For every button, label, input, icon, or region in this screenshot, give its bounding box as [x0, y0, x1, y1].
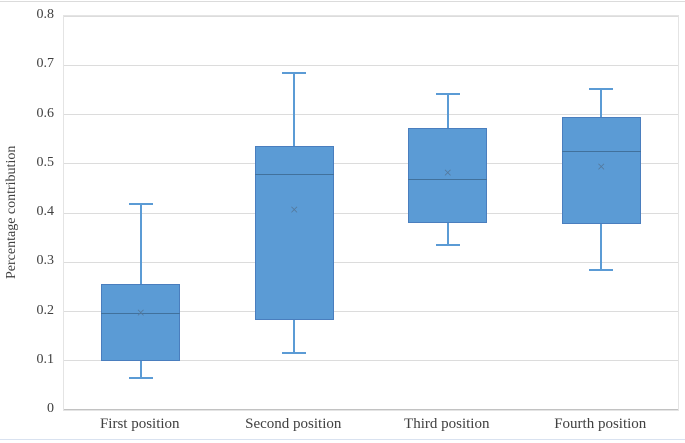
gridline	[64, 261, 678, 263]
whisker-cap-lower	[589, 268, 614, 271]
whisker-upper	[600, 88, 603, 117]
median-line	[101, 312, 181, 315]
y-tick-label: 0.2	[36, 302, 55, 318]
whisker-cap-lower	[282, 352, 307, 355]
whisker-lower	[446, 223, 449, 245]
whisker-lower	[600, 223, 603, 270]
whisker-lower	[293, 319, 296, 354]
whisker-cap-lower	[435, 244, 460, 246]
mean-marker: ×	[290, 202, 299, 219]
x-axis-label: Third position	[404, 416, 490, 432]
whisker-cap-lower	[128, 376, 153, 379]
whisker-cap-upper	[282, 71, 307, 74]
y-tick-label: 0.1	[36, 351, 55, 367]
y-tick-label: 0.5	[36, 154, 55, 170]
box-group: ×	[64, 16, 678, 410]
x-axis-label: Fourth position	[554, 416, 647, 432]
mean-marker: ×	[136, 305, 145, 322]
whisker-cap-upper	[435, 92, 460, 95]
box	[101, 284, 181, 361]
gridline	[64, 114, 678, 115]
x-axis-label: First position	[99, 416, 180, 432]
whisker-cap-upper	[589, 87, 614, 90]
whisker-lower	[139, 360, 142, 378]
figure-top-border	[0, 1, 685, 2]
gridline	[64, 64, 678, 66]
y-tick-label: 0.8	[36, 7, 55, 22]
whisker-cap-upper	[128, 203, 153, 206]
median-line	[561, 150, 641, 153]
gridline	[64, 15, 678, 17]
mean-marker: ×	[443, 165, 452, 182]
y-tick-label: 0	[47, 401, 54, 416]
whisker-upper	[139, 204, 142, 285]
box	[561, 116, 641, 224]
box-group: ×	[64, 16, 678, 410]
y-tick-label: 0.6	[36, 105, 55, 121]
gridline	[64, 311, 678, 312]
median-line	[254, 173, 334, 176]
box	[408, 128, 488, 224]
figure-bottom-border	[0, 439, 685, 440]
gridline	[64, 212, 678, 214]
mean-marker: ×	[597, 159, 606, 176]
x-axis-label: Second position	[245, 416, 342, 432]
x-axis-line	[64, 409, 678, 410]
y-tick-label: 0.3	[36, 253, 55, 269]
y-tick-label: 0.7	[36, 56, 55, 72]
y-tick-label: 0.4	[36, 204, 55, 219]
whisker-upper	[446, 93, 449, 129]
whisker-upper	[293, 72, 296, 146]
box-group: ×	[64, 16, 678, 410]
plot-area: × × × ×	[63, 15, 679, 411]
gridline	[64, 163, 678, 165]
median-line	[408, 178, 488, 181]
box-group: ×	[64, 16, 678, 410]
gridline	[64, 360, 678, 362]
